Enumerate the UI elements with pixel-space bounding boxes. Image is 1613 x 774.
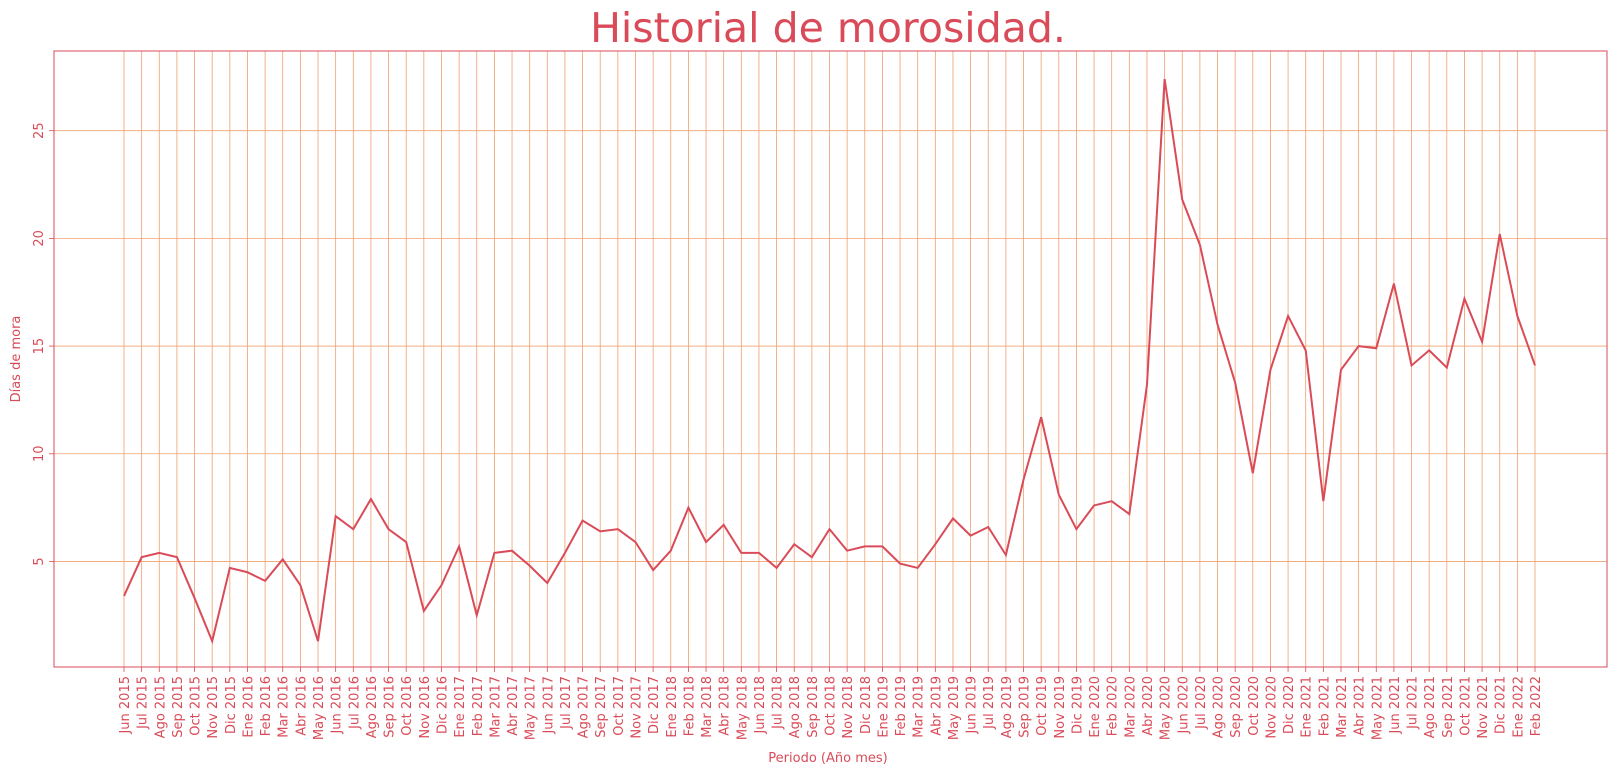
x-tick-label: Feb 2018 xyxy=(682,676,697,736)
x-tick-label: May 2018 xyxy=(735,676,750,740)
x-tick-label: Oct 2020 xyxy=(1247,676,1262,736)
x-tick-label: Jun 2016 xyxy=(330,676,345,735)
x-tick-label: Ago 2017 xyxy=(577,676,592,738)
grid-layer xyxy=(54,51,1607,667)
x-tick-label: Ago 2020 xyxy=(1212,676,1227,738)
x-tick-label: Abr 2016 xyxy=(294,676,309,736)
x-tick-label: Jun 2020 xyxy=(1176,676,1191,735)
x-axis-label: Periodo (Año mes) xyxy=(768,751,887,766)
x-tick-label: Mar 2018 xyxy=(700,676,715,738)
x-tick-label: Abr 2021 xyxy=(1353,676,1368,736)
x-tick-label: May 2019 xyxy=(947,676,962,740)
x-tick-label: Oct 2018 xyxy=(824,676,839,736)
x-tick-label: Abr 2019 xyxy=(929,676,944,736)
x-tick-label: Jul 2021 xyxy=(1406,676,1421,730)
x-tick-label: Feb 2020 xyxy=(1106,676,1121,736)
x-tick-layer: Jun 2015 Jul 2015 Ago 2015 Sep 2015 Oct 2015… xyxy=(118,667,1544,740)
x-tick-label: Nov 2015 xyxy=(206,676,221,739)
plot-frame xyxy=(53,50,1608,668)
x-tick-label: Jun 2017 xyxy=(541,676,556,735)
x-tick-label: Oct 2016 xyxy=(400,676,415,736)
x-tick-label: Ago 2016 xyxy=(365,676,380,738)
x-tick-label: Dic 2020 xyxy=(1282,676,1297,734)
x-tick-label: Dic 2021 xyxy=(1494,676,1509,734)
x-tick-label: May 2017 xyxy=(524,676,539,740)
y-tick-label: 20 xyxy=(32,230,47,247)
x-tick-label: Jun 2018 xyxy=(753,676,768,735)
x-tick-label: Feb 2022 xyxy=(1529,676,1544,736)
x-tick-label: Mar 2016 xyxy=(277,676,292,738)
x-tick-label: Abr 2020 xyxy=(1141,676,1156,736)
x-tick-label: Mar 2020 xyxy=(1123,676,1138,738)
x-tick-label: Ene 2020 xyxy=(1088,676,1103,738)
x-tick-label: Nov 2019 xyxy=(1053,676,1068,739)
x-tick-label: Jul 2015 xyxy=(136,676,151,730)
x-tick-label: Ago 2015 xyxy=(153,676,168,738)
x-tick-label: Nov 2021 xyxy=(1476,676,1491,739)
x-tick-label: Sep 2016 xyxy=(383,676,398,738)
x-tick-label: Oct 2019 xyxy=(1035,676,1050,736)
x-tick-label: Sep 2017 xyxy=(594,676,609,738)
x-tick-label: Dic 2016 xyxy=(435,676,450,734)
x-tick-label: Jul 2019 xyxy=(982,676,997,730)
x-tick-label: Ago 2021 xyxy=(1423,676,1438,738)
x-tick-label: Ene 2016 xyxy=(241,676,256,738)
x-tick-label: Jul 2018 xyxy=(771,676,786,730)
x-tick-label: Dic 2015 xyxy=(224,676,239,734)
x-tick-label: Nov 2018 xyxy=(841,676,856,739)
x-tick-label: Ene 2018 xyxy=(665,676,680,738)
y-tick-label: 15 xyxy=(32,338,47,355)
x-tick-label: Jul 2020 xyxy=(1194,676,1209,730)
x-tick-label: Dic 2018 xyxy=(859,676,874,734)
x-tick-label: Abr 2018 xyxy=(718,676,733,736)
x-tick-label: Feb 2017 xyxy=(471,676,486,736)
x-tick-label: Jul 2017 xyxy=(559,676,574,730)
chart-title: Historial de morosidad. xyxy=(590,4,1066,52)
x-tick-label: Mar 2021 xyxy=(1335,676,1350,738)
x-tick-label: Sep 2020 xyxy=(1229,676,1244,738)
series-line xyxy=(123,78,1536,645)
x-tick-label: Jun 2015 xyxy=(118,676,133,735)
x-tick-label: Ene 2021 xyxy=(1300,676,1315,738)
x-tick-label: Feb 2021 xyxy=(1317,676,1332,736)
x-tick-label: Dic 2017 xyxy=(647,676,662,734)
x-tick-label: Sep 2021 xyxy=(1441,676,1456,738)
x-tick-label: Sep 2015 xyxy=(171,676,186,738)
x-tick-label: Abr 2017 xyxy=(506,676,521,736)
x-tick-label: Feb 2016 xyxy=(259,676,274,736)
x-tick-label: Ago 2018 xyxy=(788,676,803,738)
x-tick-label: Nov 2020 xyxy=(1264,676,1279,739)
x-tick-label: Dic 2019 xyxy=(1070,676,1085,734)
x-tick-label: Oct 2015 xyxy=(189,676,204,736)
x-tick-label: May 2020 xyxy=(1159,676,1174,740)
x-tick-label: Ene 2022 xyxy=(1511,676,1526,738)
y-tick-label: 25 xyxy=(32,122,47,139)
x-tick-label: Jun 2019 xyxy=(965,676,980,735)
x-tick-label: Jul 2016 xyxy=(347,676,362,730)
x-tick-label: Sep 2018 xyxy=(806,676,821,738)
x-tick-label: Sep 2019 xyxy=(1018,676,1033,738)
x-tick-label: Jun 2021 xyxy=(1388,676,1403,735)
y-tick-layer: 5 10 15 20 25 xyxy=(32,122,54,566)
y-tick-label: 10 xyxy=(32,445,47,462)
x-tick-label: Ene 2019 xyxy=(876,676,891,738)
x-tick-label: Nov 2017 xyxy=(629,676,644,739)
x-tick-label: Mar 2017 xyxy=(488,676,503,738)
x-tick-label: May 2021 xyxy=(1370,676,1385,740)
x-tick-label: Oct 2021 xyxy=(1458,676,1473,736)
x-tick-label: Oct 2017 xyxy=(612,676,627,736)
x-tick-label: Ago 2019 xyxy=(1000,676,1015,738)
x-tick-label: Feb 2019 xyxy=(894,676,909,736)
x-tick-label: Nov 2016 xyxy=(418,676,433,739)
y-tick-label: 5 xyxy=(32,557,47,565)
x-tick-label: May 2016 xyxy=(312,676,327,740)
x-tick-label: Ene 2017 xyxy=(453,676,468,738)
x-tick-label: Mar 2019 xyxy=(912,676,927,738)
y-axis-label: Días de mora xyxy=(9,316,24,403)
